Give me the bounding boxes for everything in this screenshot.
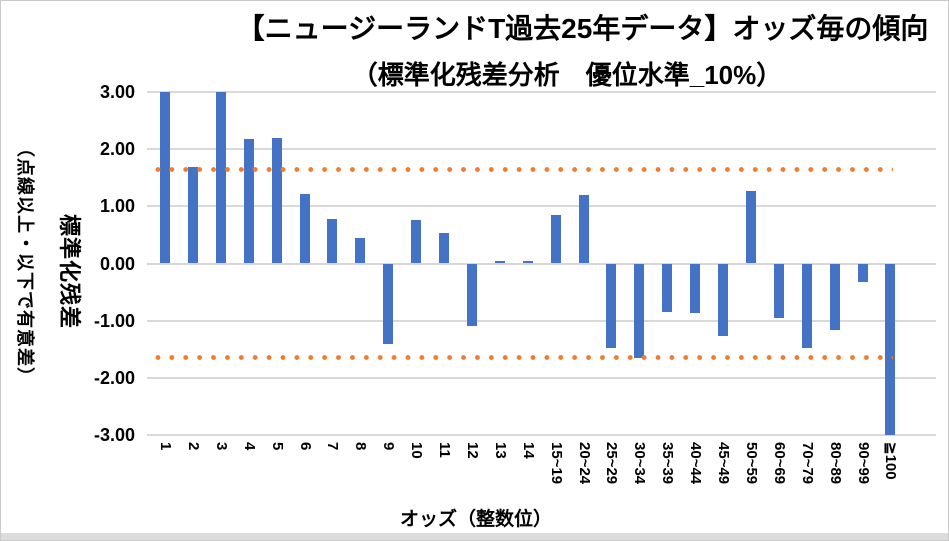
x-tick-label: 70~79 [798,442,816,485]
bar [745,190,756,264]
bar [299,194,310,264]
bar [355,238,366,264]
bar [439,233,449,264]
x-tick-label: 1 [157,442,174,451]
x-tick-label: 60~69 [770,442,788,485]
x-tick-label: 40~44 [687,442,705,485]
bar [383,263,394,344]
x-tick-label: ≧100 [882,442,900,480]
bar [411,220,422,264]
bar [466,263,477,327]
bar [718,263,728,336]
x-tick-label: 5 [268,442,286,451]
y-tick-label: 0.00 [99,253,135,274]
x-axis-title: オッズ（整数位） [399,509,552,530]
bar [550,214,561,264]
x-tick-label: 50~59 [742,442,760,485]
x-tick-label: 15~19 [547,442,565,485]
x-tick-label: 2 [184,442,202,451]
y-tick-label: -1.00 [93,310,135,331]
gridline [147,148,936,151]
bar [578,195,589,264]
x-tick-label: 6 [296,442,314,451]
bar [885,263,896,435]
x-tick-label: 30~34 [631,442,649,485]
bar [243,138,254,264]
x-tick-label: 8 [352,442,370,451]
bar [494,261,505,264]
x-tick-label: 20~24 [575,442,593,485]
x-tick-label: 4 [240,442,258,451]
bar [801,263,812,348]
chart-subtitle: （標準化残差分析 優位水準_10%） [351,60,783,90]
y-tick-label: 2.00 [99,139,135,160]
y-axis-subtitle: （点線以上・以下で有意差） [15,139,35,386]
bar [215,92,226,264]
bar [690,263,701,313]
x-tick-label: 80~89 [826,442,844,485]
bottom-strip [1,533,948,540]
bar [857,263,868,282]
x-tick-label: 11 [436,442,453,458]
x-tick-label: 45~49 [715,442,732,485]
x-tick-label: 3 [212,442,230,451]
bar [829,263,840,331]
gridline [147,262,936,265]
x-tick-label: 90~99 [854,442,872,485]
chart-title: 【ニュージーランドT過去25年データ】オッズ毎の傾向 [236,13,929,44]
gridline [147,91,936,94]
y-tick-label: -2.00 [93,367,135,388]
bar [160,92,170,264]
bar [271,137,282,264]
y-tick-label: 1.00 [99,196,135,217]
bar [606,263,617,349]
x-tick-label: 10 [408,442,426,459]
x-tick-label: 9 [380,442,398,451]
x-tick-label: 35~39 [659,442,677,485]
bar [662,263,673,313]
bar [634,263,645,359]
bar [327,219,338,264]
x-tick-label: 25~29 [603,442,621,485]
gridline [147,205,936,208]
x-tick-label: 7 [324,442,342,451]
x-tick-label: 12 [463,442,481,459]
x-tick-label: 13 [491,442,509,459]
bar [187,166,198,264]
gridline [147,376,936,379]
y-tick-label: -3.00 [93,424,135,445]
gridline [147,319,936,322]
bar [522,261,533,264]
upper-significance-line [151,166,893,172]
bar [773,263,784,319]
x-tick-label: 14 [519,442,537,459]
plot-area [147,91,936,436]
lower-significance-line [151,355,893,360]
gridline [147,433,936,436]
y-tick-label: 3.00 [99,82,135,103]
